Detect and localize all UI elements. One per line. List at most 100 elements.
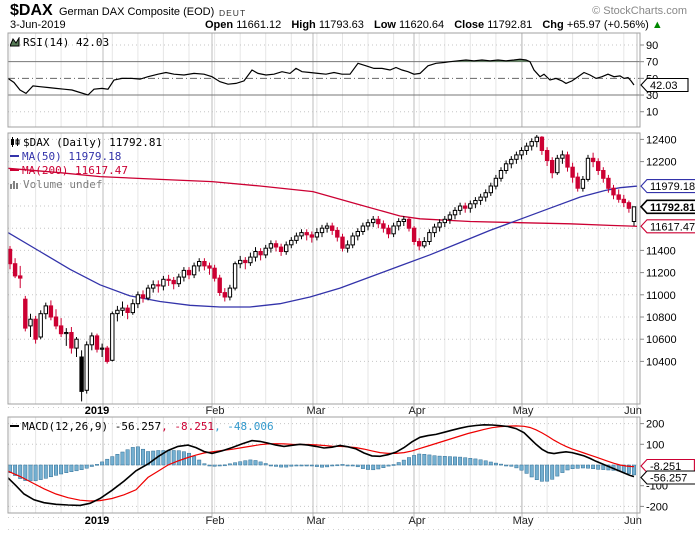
candle [74, 338, 79, 349]
macd-histogram-bar [166, 450, 171, 466]
candle [191, 265, 197, 276]
svg-text:-200: -200 [646, 501, 668, 513]
macd-histogram-bar [69, 464, 74, 472]
candle [58, 325, 64, 335]
stockcharts-brand-link[interactable]: © StockCharts.com [592, 5, 687, 17]
candle [299, 232, 304, 237]
macd-histogram-bar [560, 464, 565, 473]
svg-text:11400: 11400 [646, 245, 676, 257]
candle [330, 225, 335, 231]
macd-histogram-bar [407, 457, 411, 466]
candle [314, 232, 320, 238]
candle [493, 177, 499, 187]
candle [278, 246, 284, 253]
candle [590, 157, 596, 163]
candle [304, 232, 309, 236]
macd-histogram-bar [299, 464, 304, 467]
macd-legend-label: MACD(12,26,9) -56.257 [22, 420, 162, 433]
candle [53, 316, 59, 327]
candle [437, 222, 442, 228]
candle [130, 303, 136, 314]
candle [381, 223, 386, 229]
month-label-apr: Apr [408, 405, 426, 417]
svg-text:90: 90 [646, 40, 658, 52]
candle [350, 235, 355, 246]
macd-histogram-bar [422, 454, 427, 466]
candle [432, 226, 437, 234]
candle [345, 244, 350, 249]
candle [212, 267, 217, 279]
candle [166, 278, 171, 281]
candle [371, 218, 376, 224]
candle [411, 227, 417, 242]
candle [171, 279, 176, 285]
candle [12, 263, 18, 277]
macd-histogram-bar [13, 464, 18, 476]
close-value: 11792.81 [487, 19, 533, 31]
candle [539, 136, 545, 151]
rsi-legend: RSI(14) 42.03 [9, 36, 109, 50]
macd-histogram-bar [350, 464, 355, 467]
macd-histogram-bar [570, 464, 575, 469]
macd-histogram-bar [427, 454, 432, 466]
candle [110, 313, 115, 361]
axis-callout [639, 199, 695, 215]
high-label: High [291, 19, 316, 31]
macd-histogram-bar [309, 464, 314, 467]
candle [611, 187, 616, 196]
candle [238, 259, 243, 265]
candle [135, 294, 141, 305]
macd-histogram-bar [28, 464, 33, 482]
macd-histogram-bar [38, 464, 43, 480]
axis-callout [640, 470, 695, 485]
quote-row: Open 11661.12 High 11793.63 Low 11620.64… [205, 19, 663, 31]
macd-histogram-bar [514, 464, 519, 469]
macd-histogram-bar [458, 456, 463, 466]
macd-histogram-bar [442, 456, 447, 466]
macd-histogram-bar [453, 456, 457, 466]
low-value: 11620.64 [399, 19, 445, 31]
candle [544, 150, 550, 161]
candle [503, 163, 509, 172]
candle [227, 287, 233, 298]
candle [33, 318, 38, 340]
candle [294, 235, 299, 241]
candle [386, 227, 391, 235]
macd-histogram-bar [217, 464, 222, 467]
high-value: 11793.63 [318, 19, 364, 31]
svg-text:11617.47: 11617.47 [650, 221, 695, 233]
candle [555, 157, 560, 174]
macd-histogram-bar [227, 463, 232, 466]
candle [202, 261, 207, 267]
candle [601, 170, 606, 179]
candle [120, 307, 125, 311]
macd-signal-line [7, 425, 635, 502]
open-value: 11661.12 [236, 19, 282, 31]
macd-histogram-bar [320, 464, 324, 468]
volume-bars-icon [10, 179, 20, 192]
macd-histogram-bar [18, 464, 23, 479]
macd-histogram-bar [391, 464, 396, 466]
svg-text:-56.257: -56.257 [650, 473, 687, 485]
candle [197, 261, 202, 267]
candle [376, 218, 381, 225]
svg-text:12200: 12200 [646, 157, 677, 169]
macd-histogram-bar [330, 464, 335, 467]
volume-legend: Volume undef [10, 178, 102, 192]
candle [248, 256, 253, 264]
macd-histogram-bar [125, 449, 130, 466]
macd-histogram-bar [376, 464, 381, 470]
macd-histogram-bar [509, 464, 514, 467]
axis-callout [640, 179, 695, 194]
candle [529, 141, 534, 147]
macd-histogram-bar [258, 461, 263, 466]
macd-histogram-bar [412, 455, 417, 466]
macd-histogram-bar [43, 464, 48, 479]
candle [524, 145, 529, 152]
macd-histogram-bar [565, 464, 570, 471]
macd-histogram-bar [176, 450, 181, 466]
macd-histogram-bar [591, 464, 596, 469]
macd-histogram-bar [325, 464, 330, 468]
candle [422, 241, 427, 247]
